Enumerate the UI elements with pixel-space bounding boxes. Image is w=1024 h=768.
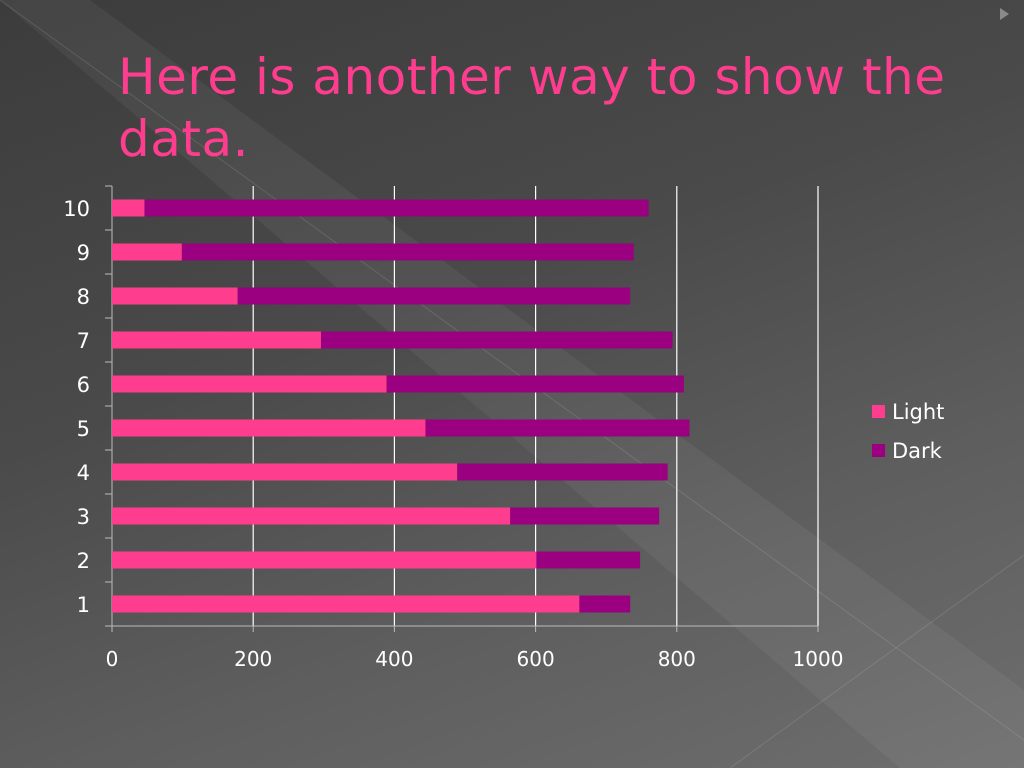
y-tick-label: 8 (77, 285, 90, 309)
bar-dark-5 (425, 419, 690, 437)
bar-light-10 (112, 199, 145, 217)
y-tick-label: 5 (77, 417, 90, 441)
y-tick-label: 10 (63, 197, 90, 221)
x-tick-label: 200 (234, 647, 272, 671)
x-tick-label: 600 (517, 647, 555, 671)
y-tick-label: 7 (77, 329, 90, 353)
y-tick-label: 3 (77, 505, 90, 529)
bar-dark-10 (144, 199, 649, 217)
bar-dark-7 (320, 331, 673, 349)
legend-label-light: Light (892, 399, 945, 424)
legend-swatch-dark (872, 444, 885, 457)
bar-dark-8 (237, 287, 631, 305)
legend-item-dark: Dark (872, 431, 944, 470)
x-tick-label: 800 (658, 647, 696, 671)
y-tick-label: 4 (77, 461, 90, 485)
bar-dark-1 (579, 595, 631, 613)
bar-light-9 (112, 243, 182, 261)
bar-light-7 (112, 331, 321, 349)
bar-light-8 (112, 287, 238, 305)
bg-diagonal-line-2 (729, 554, 1024, 768)
bar-light-1 (112, 595, 580, 613)
bar-light-2 (112, 551, 537, 569)
slide-bullet-icon (1000, 8, 1009, 20)
bar-dark-9 (181, 243, 634, 261)
bar-light-3 (112, 507, 511, 525)
bg-diagonal-line (0, 0, 1024, 740)
bar-light-6 (112, 375, 387, 393)
chart-legend: Light Dark (872, 392, 944, 470)
y-tick-label: 9 (77, 241, 90, 265)
legend-label-dark: Dark (892, 438, 942, 463)
legend-swatch-light (872, 405, 885, 418)
bar-light-4 (112, 463, 458, 481)
bar-light-5 (112, 419, 426, 437)
y-tick-label: 1 (77, 593, 90, 617)
slide-title: Here is another way to show the data. (118, 48, 946, 168)
bar-dark-3 (510, 507, 660, 525)
x-tick-label: 400 (375, 647, 413, 671)
y-tick-label: 2 (77, 549, 90, 573)
legend-item-light: Light (872, 392, 944, 431)
x-tick-label: 0 (106, 647, 119, 671)
bar-dark-2 (536, 551, 641, 569)
x-tick-label: 1000 (793, 647, 844, 671)
bar-dark-6 (386, 375, 684, 393)
bar-dark-4 (457, 463, 668, 481)
y-tick-label: 6 (77, 373, 90, 397)
